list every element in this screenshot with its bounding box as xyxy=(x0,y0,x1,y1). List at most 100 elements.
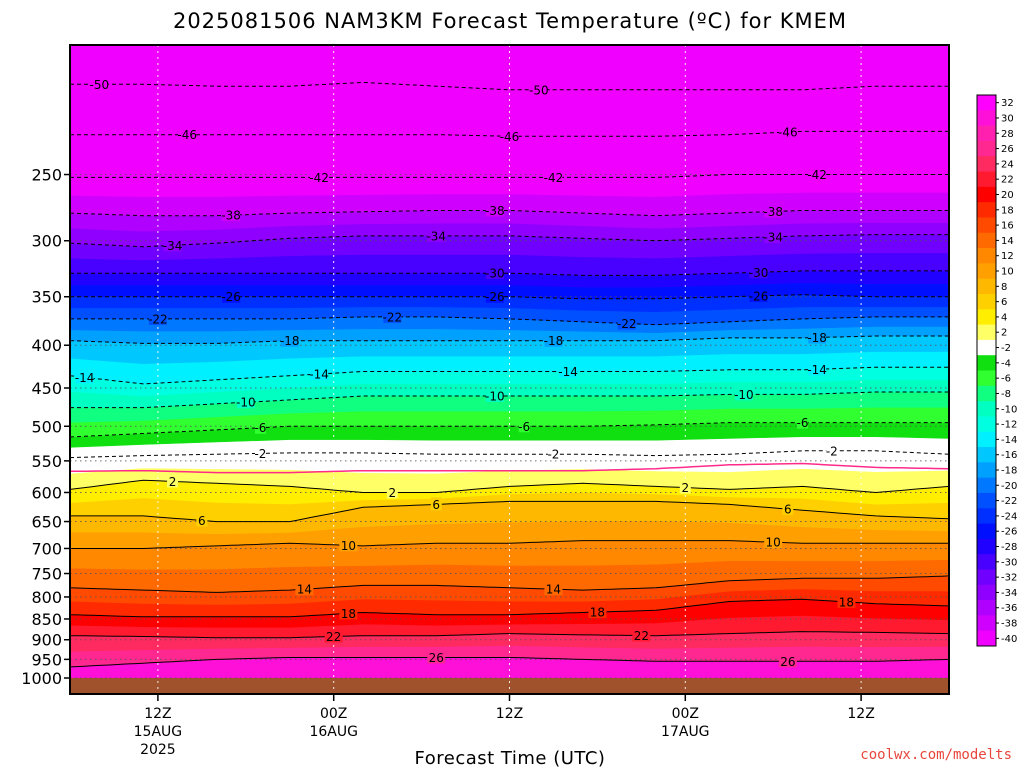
colorbar-swatch xyxy=(977,569,996,586)
colorbar-legend: 32 30 28 26 24 22 20 18 16 14 12 10 8 6 4 2 -2 -4 -6 -8 -10 -… xyxy=(976,94,1017,647)
contour-label-background xyxy=(310,367,329,381)
contour-label: 10 xyxy=(341,539,356,553)
contour-label-background xyxy=(324,629,343,643)
contour-label: -34 xyxy=(163,239,183,253)
x-axis-label: Forecast Time (UTC) xyxy=(415,748,606,768)
colorbar-label: -30 xyxy=(1001,557,1017,568)
contour-label: -14 xyxy=(75,371,95,385)
contour-label: -10 xyxy=(236,396,256,410)
contour-label-background xyxy=(254,420,266,434)
contour-label-background xyxy=(797,415,808,429)
y-axis-ticks: 250 300 350 400 450 500 550 600 650 700 750 800 850 9… xyxy=(21,166,70,688)
y-tick-label: 950 xyxy=(31,650,62,669)
contour-label-background xyxy=(837,594,856,608)
contour-label: -14 xyxy=(309,368,329,382)
colorbar-swatch xyxy=(977,538,996,555)
colorbar-swatch xyxy=(977,309,996,326)
colorbar-label: 16 xyxy=(1001,221,1014,232)
contour-line xyxy=(70,540,949,549)
contour-label: 2 xyxy=(681,481,689,495)
surface-ground-band xyxy=(70,678,949,694)
contour-label: -10 xyxy=(485,389,505,403)
contour-label-background xyxy=(280,333,299,347)
contour-label: 2 xyxy=(169,475,177,489)
y-tick-label: 500 xyxy=(31,417,62,436)
contour-label-background xyxy=(764,204,783,218)
colorbar-label: -38 xyxy=(1001,619,1017,630)
contour-label-background xyxy=(588,605,607,619)
contour-label-background xyxy=(427,650,446,664)
colorbar-label: -32 xyxy=(1001,573,1017,584)
colorbar-swatch xyxy=(977,508,996,525)
colorbar-swatch xyxy=(977,462,996,479)
contour-label: -50 xyxy=(529,83,549,97)
contour-label-background xyxy=(782,502,794,516)
x-tick-label: 17AUG xyxy=(661,724,710,740)
colorbar-swatch xyxy=(977,355,996,371)
contour-label: -2 xyxy=(826,444,838,458)
colorbar-label: 10 xyxy=(1001,267,1014,278)
contour-label-background xyxy=(339,606,358,620)
contour-label-background xyxy=(547,447,559,461)
contour-label: 22 xyxy=(634,629,649,643)
colorbar-swatch xyxy=(977,523,996,540)
contour-label-background xyxy=(632,628,651,642)
contour-label-background xyxy=(544,333,563,347)
credit-link[interactable]: coolwx.com/modelts xyxy=(860,747,1012,763)
contour-line xyxy=(70,500,949,523)
contour-label: 26 xyxy=(429,651,444,665)
colorbar-swatch xyxy=(977,293,996,310)
temperature-band xyxy=(70,45,949,65)
contour-label: -38 xyxy=(221,209,241,223)
contour-label-background xyxy=(679,480,691,494)
colorbar-label: 24 xyxy=(1001,159,1014,170)
contour-label: 18 xyxy=(590,606,605,620)
contour-label-background xyxy=(90,77,109,91)
contour-label-background xyxy=(764,535,783,549)
contour-label: 14 xyxy=(297,583,312,597)
contour-label-background xyxy=(617,316,636,330)
contour-label-background xyxy=(167,474,179,488)
y-tick-label: 650 xyxy=(31,513,62,532)
colorbar-label: -12 xyxy=(1001,420,1017,431)
colorbar-swatch xyxy=(977,584,996,601)
contour-label-background xyxy=(764,229,783,243)
colorbar-swatch xyxy=(977,339,996,356)
colorbar-swatch xyxy=(977,370,996,387)
y-tick-label: 600 xyxy=(31,483,62,502)
contour-label-background xyxy=(485,388,504,402)
colorbar-label: 32 xyxy=(1001,98,1014,109)
contour-label-background xyxy=(485,289,504,303)
contour-label-background xyxy=(485,203,504,217)
contour-label: -46 xyxy=(778,126,798,140)
colorbar-swatch xyxy=(977,554,996,570)
colorbar-swatch xyxy=(977,447,996,463)
contour-label-background xyxy=(386,485,398,499)
contour-label-background xyxy=(75,370,94,384)
contour-label: -42 xyxy=(807,168,827,182)
colorbar-swatch xyxy=(977,401,996,417)
y-tick-label: 1000 xyxy=(21,669,62,688)
contour-label-background xyxy=(427,228,446,242)
y-tick-label: 250 xyxy=(31,166,62,185)
colorbar-label: -40 xyxy=(1001,634,1017,645)
contour-label: -46 xyxy=(177,128,197,142)
contour-label: 6 xyxy=(784,503,792,517)
y-tick-label: 450 xyxy=(31,379,62,398)
contour-line xyxy=(70,631,949,639)
contour-label-background xyxy=(749,288,768,302)
contour-label: -22 xyxy=(148,312,168,326)
contour-label: 26 xyxy=(780,655,795,669)
y-tick-label: 800 xyxy=(31,588,62,607)
colorbar-label: 18 xyxy=(1001,205,1014,216)
contour-label-background xyxy=(544,582,563,596)
colorbar-label: 2 xyxy=(1001,328,1007,339)
contour-line xyxy=(70,366,949,385)
colorbar-label: -34 xyxy=(1001,588,1017,599)
colorbar-label: -16 xyxy=(1001,450,1017,461)
contour-label: -18 xyxy=(807,331,827,345)
contour-label-background xyxy=(383,309,402,323)
contour-line xyxy=(70,598,949,618)
contour-label: -30 xyxy=(485,267,505,281)
